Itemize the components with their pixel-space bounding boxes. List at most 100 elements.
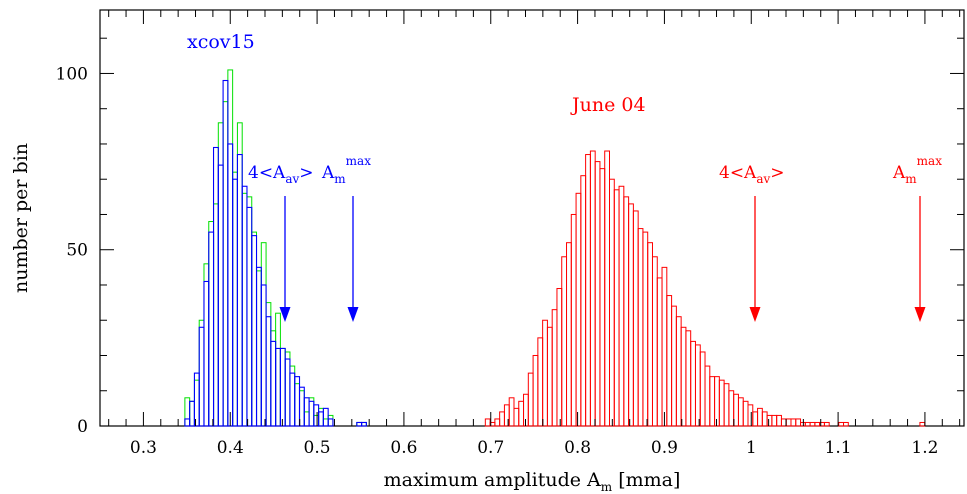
hist-bar xyxy=(236,153,243,427)
hist-bar xyxy=(594,161,601,427)
annotation-blue-avg: 4<Aav> xyxy=(248,163,314,322)
hist-bar xyxy=(618,185,625,427)
hist-bar xyxy=(714,376,720,427)
hist-bar xyxy=(289,372,296,427)
hist-bar xyxy=(222,79,229,427)
hist-bar xyxy=(279,347,286,427)
hist-bar xyxy=(289,365,296,427)
hist-bar xyxy=(580,175,587,427)
hist-bar xyxy=(628,203,634,427)
x-tick-label: 0.3 xyxy=(130,438,157,458)
hist-bar xyxy=(776,414,782,427)
hist-bar xyxy=(570,213,577,427)
hist-bar xyxy=(532,354,539,427)
hist-bar xyxy=(241,192,248,427)
hist-bar xyxy=(575,192,582,427)
hist-bar xyxy=(642,231,649,427)
hist-bar xyxy=(671,305,677,427)
hist-bar xyxy=(609,178,615,427)
series-label-june04: June 04 xyxy=(570,94,646,116)
hist-bar xyxy=(766,414,773,427)
hist-bar xyxy=(313,414,320,427)
hist-bar xyxy=(232,178,238,427)
hist-bar xyxy=(757,407,763,427)
series-label-xcov15: xcov15 xyxy=(187,31,255,53)
hist-bar xyxy=(690,340,696,427)
arrow-head-icon xyxy=(914,307,926,322)
hist-bar xyxy=(546,326,553,427)
x-tick-label: 1.2 xyxy=(911,438,938,458)
hist-bar xyxy=(542,319,548,427)
x-tick-label: 0.6 xyxy=(390,438,417,458)
hist-bar xyxy=(537,337,544,427)
x-tick-label: 0.7 xyxy=(477,438,504,458)
svg-text:4<Aav>: 4<Aav> xyxy=(719,163,785,186)
hist-bar xyxy=(361,421,367,427)
hist-bar xyxy=(651,256,658,427)
svg-text:Ammax: Ammax xyxy=(892,154,942,186)
hist-bar xyxy=(704,365,711,427)
y-tick-label: 100 xyxy=(56,64,88,84)
hist-bar xyxy=(747,404,754,427)
hist-bar xyxy=(213,203,219,427)
hist-bar xyxy=(322,407,329,427)
hist-bar xyxy=(294,383,301,427)
hist-bar xyxy=(694,344,701,427)
hist-bar xyxy=(260,242,267,427)
hist-bar xyxy=(189,400,195,427)
hist-bar xyxy=(742,400,749,427)
hist-bar xyxy=(737,397,744,427)
annotation-red-max: Ammax xyxy=(892,154,942,322)
hist-bar xyxy=(327,414,334,427)
hist-bar xyxy=(217,122,224,427)
hist-bar xyxy=(632,210,639,427)
arrow-head-icon xyxy=(279,307,291,322)
hist-bar xyxy=(666,295,673,427)
hist-bar xyxy=(275,347,281,427)
annotation-red-avg: 4<Aav> xyxy=(719,163,785,322)
hist-bar xyxy=(718,379,725,427)
hist-bar xyxy=(675,316,682,427)
y-tick-labels: 0 50 100 xyxy=(56,64,88,437)
hist-bar xyxy=(246,206,253,427)
hist-bar xyxy=(236,122,243,427)
hist-bar xyxy=(189,400,195,427)
hist-bar xyxy=(208,231,215,427)
hist-bar xyxy=(561,256,568,427)
hist-bar xyxy=(494,418,501,427)
x-tick-label: 0.4 xyxy=(217,438,244,458)
hist-bar xyxy=(318,407,324,427)
hist-bar xyxy=(356,421,363,427)
hist-bar xyxy=(246,196,253,427)
hist-bar xyxy=(699,351,706,427)
x-axis-label: maximum amplitude Am [mma] xyxy=(384,469,681,494)
hist-bar xyxy=(499,411,505,427)
svg-text:4<Aav>: 4<Aav> xyxy=(248,163,314,186)
hist-bar xyxy=(728,390,735,427)
x-tick-labels: 0.3 0.4 0.5 0.6 0.7 0.8 0.9 1 1.1 1.2 xyxy=(130,438,939,458)
hist-bar xyxy=(308,397,315,427)
series-june04-bars xyxy=(484,150,926,427)
hist-bar xyxy=(843,421,849,427)
hist-bar xyxy=(198,319,205,427)
hist-bar xyxy=(680,326,687,427)
y-axis-label: number per bin xyxy=(10,143,32,293)
hist-bar xyxy=(265,302,272,427)
hist-bar xyxy=(327,418,334,427)
hist-bar xyxy=(318,411,324,427)
hist-bar xyxy=(308,400,315,427)
annotation-blue-max: Ammax xyxy=(321,154,371,322)
arrow-head-icon xyxy=(749,307,761,322)
hist-bar xyxy=(518,400,525,427)
hist-bar xyxy=(303,411,310,427)
svg-text:Ammax: Ammax xyxy=(321,154,371,186)
hist-bar xyxy=(227,69,234,427)
hist-bar xyxy=(184,418,191,427)
hist-bar xyxy=(566,242,572,427)
hist-bar xyxy=(709,376,716,427)
hist-bar xyxy=(790,418,797,427)
hist-bar xyxy=(217,164,224,427)
hist-bar xyxy=(198,326,205,427)
y-tick-label: 50 xyxy=(66,241,88,261)
hist-bar xyxy=(279,347,286,427)
